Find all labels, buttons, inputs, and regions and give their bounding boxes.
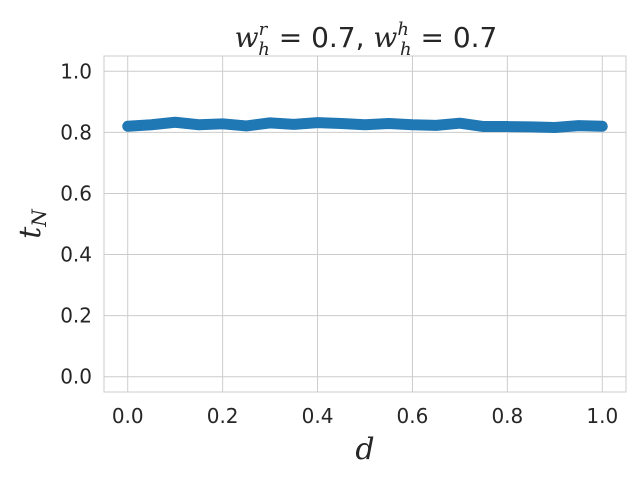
y-tick-labels: 0.0 0.2 0.4 0.6 0.8 1.0	[60, 59, 92, 388]
y-tick-label: 0.2	[60, 304, 92, 328]
plot-area-frame	[103, 55, 627, 393]
title-part: w	[235, 21, 259, 54]
grid	[104, 56, 626, 392]
x-tick-labels: 0.0 0.2 0.4 0.6 0.8 1.0	[112, 404, 618, 428]
y-axis-label: tN	[13, 208, 51, 239]
title-part: r	[259, 19, 269, 40]
title-part: = 0.7	[412, 21, 498, 54]
title-part: = 0.7,	[270, 21, 374, 54]
x-tick-label: 0.2	[207, 404, 239, 428]
y-tick-label: 0.8	[60, 120, 92, 144]
y-axis-label-sub: N	[27, 208, 51, 228]
series-layer	[122, 116, 608, 133]
x-tick-label: 1.0	[586, 404, 618, 428]
y-tick-label: 1.0	[60, 59, 92, 83]
title-part: h	[258, 39, 270, 60]
title-part: h	[397, 19, 409, 40]
series-line-0	[122, 116, 608, 133]
title-part: h	[400, 39, 412, 60]
x-tick-label: 0.6	[397, 404, 429, 428]
x-tick-label: 0.8	[491, 404, 523, 428]
y-tick-label: 0.6	[60, 181, 92, 205]
chart-title: wr h = 0.7, wh h = 0.7	[235, 19, 498, 60]
title-part: w	[373, 21, 397, 54]
y-tick-label: 0.0	[60, 365, 92, 389]
y-axis-label-main: t	[13, 226, 48, 239]
x-tick-label: 0.0	[112, 404, 144, 428]
y-tick-label: 0.4	[60, 243, 92, 267]
x-tick-label: 0.4	[302, 404, 334, 428]
x-axis-label: d	[355, 432, 374, 467]
